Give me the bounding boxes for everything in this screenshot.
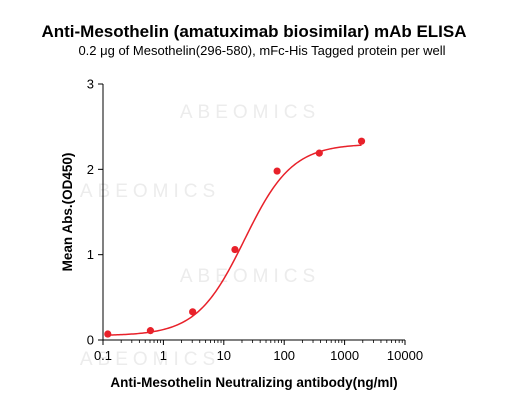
y-tick-label: 3 <box>87 77 94 92</box>
tick-labels: 0 1 2 3 0.1 1 10 100 1000 10000 <box>87 77 423 364</box>
data-point <box>104 330 112 338</box>
x-tick-label: 1 <box>160 348 167 363</box>
watermark-text: ABEOMICS <box>80 349 220 370</box>
y-tick-label: 2 <box>87 162 94 177</box>
data-point <box>146 327 155 335</box>
x-tick-label: 1000 <box>330 348 359 363</box>
x-tick-label: 100 <box>273 348 295 363</box>
x-tick-label: 10000 <box>387 348 423 363</box>
data-point <box>273 167 281 175</box>
watermark-text: ABEOMICS <box>180 266 320 287</box>
chart-title: Anti-Mesothelin (amatuximab biosimilar) … <box>41 22 466 41</box>
data-point <box>189 308 197 316</box>
watermark-text: ABEOMICS <box>80 181 220 202</box>
data-points <box>104 137 366 338</box>
x-tick-label: 0.1 <box>94 348 112 363</box>
y-tick-label: 1 <box>87 247 94 262</box>
x-tick-label: 10 <box>217 348 231 363</box>
y-axis-label: Mean Abs.(OD450) <box>60 153 75 272</box>
chart-subtitle: 0.2 μg of Mesothelin(296-580), mFc-His T… <box>78 43 445 58</box>
watermark-layer: ABEOMICS ABEOMICS ABEOMICS ABEOMICS <box>80 102 320 370</box>
fit-curve <box>107 144 362 336</box>
data-point <box>357 137 366 145</box>
y-tick-label: 0 <box>87 333 94 348</box>
data-point <box>231 245 239 254</box>
data-point <box>315 149 323 157</box>
x-axis-label: Anti-Mesothelin Neutralizing antibody(ng… <box>110 375 397 390</box>
watermark-text: ABEOMICS <box>180 102 320 123</box>
axes <box>98 83 406 345</box>
